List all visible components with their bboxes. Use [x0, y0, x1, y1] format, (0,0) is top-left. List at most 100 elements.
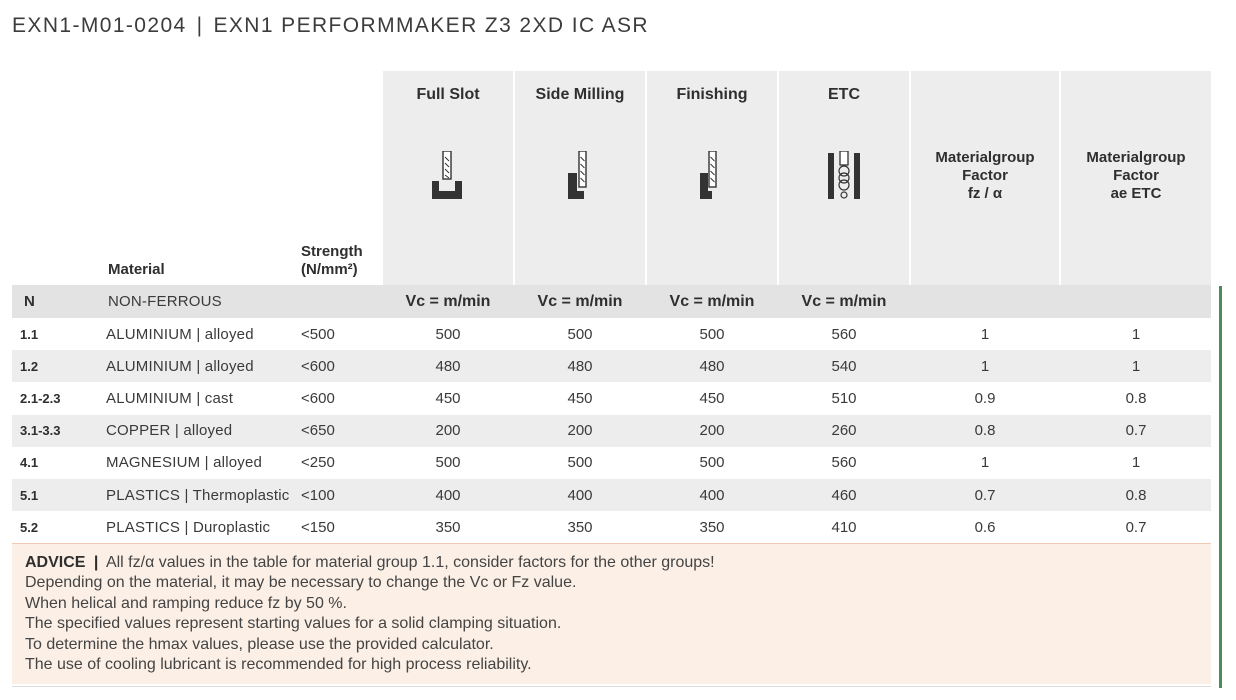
full-slot-milling-icon: [430, 150, 466, 206]
vc-unit-finishing: Vc = m/min: [669, 292, 755, 310]
row-vc-finishing: 350: [699, 518, 725, 536]
table-row: 4.1 MAGNESIUM | alloyed <250 500 500 500 560 1 1: [12, 447, 1211, 479]
group-code: N: [24, 293, 35, 310]
row-factor-fz: 1: [980, 454, 990, 472]
row-vc-side-milling: 480: [567, 357, 593, 375]
row-factor-fz: 0.7: [974, 486, 996, 504]
advice-line: Depending on the material, it may be nec…: [25, 574, 577, 592]
strength-header: Strength (N/mm²): [301, 243, 363, 279]
factor-ae-label: Materialgroup Factor ae ETC: [1061, 149, 1211, 203]
row-vc-finishing: 200: [699, 422, 725, 440]
factor-ae-line3: ae ETC: [1110, 185, 1162, 202]
row-factor-ae: 0.7: [1125, 422, 1147, 440]
advice-separator: |: [93, 554, 99, 571]
row-vc-finishing: 450: [699, 389, 725, 407]
factor-fz-line3: fz / α: [967, 185, 1003, 202]
row-factor-ae: 1: [1131, 454, 1141, 472]
title-separator: |: [196, 14, 204, 37]
row-material: PLASTICS | Duroplastic: [106, 518, 271, 536]
row-code: 1.2: [20, 358, 39, 374]
table-row: 5.1 PLASTICS | Thermoplastic <100 400 400 400…: [12, 479, 1211, 511]
finishing-icon: [694, 150, 730, 206]
side-milling-icon: [562, 150, 598, 206]
row-vc-finishing: 480: [699, 357, 725, 375]
row-strength: <150: [301, 518, 335, 536]
table-row: 3.1-3.3 COPPER | alloyed <650 200 200 200 260 0…: [12, 414, 1211, 447]
row-vc-full-slot: 480: [435, 357, 461, 375]
advice-first-line: ADVICE | All fz/α values in the table fo…: [25, 553, 715, 573]
vc-unit-etc: Vc = m/min: [801, 292, 887, 310]
header-factor-fz: Materialgroup Factor fz / α: [911, 71, 1059, 285]
row-material: ALUMINIUM | cast: [106, 389, 234, 407]
advice-line: The specified values represent starting …: [25, 615, 562, 633]
group-row: N NON-FERROUS Vc = m/min Vc = m/min Vc =…: [12, 285, 1211, 318]
row-factor-fz: 0.8: [974, 422, 996, 440]
row-material: COPPER | alloyed: [106, 422, 233, 440]
row-code: 1.1: [20, 326, 39, 342]
row-vc-side-milling: 200: [567, 422, 593, 440]
advice-label: ADVICE: [25, 554, 86, 571]
factor-ae-line1: Materialgroup: [1086, 149, 1186, 166]
row-strength: <650: [301, 422, 335, 440]
advice-line: The use of cooling lubricant is recommen…: [25, 656, 532, 674]
row-vc-etc: 260: [831, 422, 857, 440]
table-row: 2.1-2.3 ALUMINIUM | cast <600 450 450 450 510 0…: [12, 382, 1211, 414]
row-vc-side-milling: 500: [567, 325, 593, 343]
row-vc-full-slot: 500: [435, 325, 461, 343]
strength-header-line1: Strength: [301, 243, 363, 260]
finishing-label: Finishing: [676, 86, 748, 103]
side-milling-label: Side Milling: [535, 86, 625, 103]
row-material: ALUMINIUM | alloyed: [106, 357, 254, 375]
header-finishing: Finishing: [647, 71, 777, 285]
row-material: MAGNESIUM | alloyed: [106, 454, 263, 472]
row-vc-finishing: 400: [699, 486, 725, 504]
factor-fz-line2: Factor: [962, 167, 1008, 184]
header-side-milling: Side Milling: [515, 71, 645, 285]
etc-trochoidal-icon: [826, 150, 862, 206]
row-vc-etc: 560: [831, 454, 857, 472]
row-vc-full-slot: 350: [435, 518, 461, 536]
advice-box: ADVICE | All fz/α values in the table fo…: [12, 543, 1211, 684]
row-vc-full-slot: 500: [435, 454, 461, 472]
row-factor-ae: 1: [1131, 357, 1141, 375]
row-code: 5.1: [20, 487, 39, 503]
row-vc-finishing: 500: [699, 454, 725, 472]
row-code: 3.1-3.3: [20, 423, 61, 439]
row-factor-fz: 0.9: [974, 389, 996, 407]
row-material: ALUMINIUM | alloyed: [106, 325, 254, 343]
row-vc-full-slot: 400: [435, 486, 461, 504]
factor-fz-line1: Materialgroup: [935, 149, 1035, 166]
row-factor-ae: 1: [1131, 325, 1141, 343]
full-slot-label: Full Slot: [416, 86, 480, 103]
row-factor-ae: 0.8: [1125, 389, 1147, 407]
advice-line: To determine the hmax values, please use…: [25, 635, 494, 653]
row-strength: <600: [301, 389, 335, 407]
row-factor-fz: 1: [980, 325, 990, 343]
row-factor-ae: 0.7: [1125, 518, 1147, 536]
row-vc-etc: 560: [831, 325, 857, 343]
row-strength: <600: [301, 357, 335, 375]
row-factor-fz: 0.6: [974, 518, 996, 536]
row-vc-etc: 510: [831, 389, 857, 407]
row-strength: <250: [301, 454, 335, 472]
table-row: 1.2 ALUMINIUM | alloyed <600 480 480 480 540 1 1: [12, 350, 1211, 383]
vc-unit-side-milling: Vc = m/min: [537, 292, 623, 310]
page-title: EXN1-M01-0204 | EXN1 PERFORMMAKER Z3 2XD I…: [12, 14, 649, 38]
advice-line: When helical and ramping reduce fz by 50…: [25, 594, 347, 612]
row-vc-side-milling: 450: [567, 389, 593, 407]
row-material: PLASTICS | Thermoplastic: [106, 486, 290, 504]
header-etc: ETC: [779, 71, 909, 285]
etc-label: ETC: [828, 86, 860, 103]
row-strength: <500: [301, 325, 335, 343]
table-row: 5.2 PLASTICS | Duroplastic <150 350 350 350 41…: [12, 511, 1211, 543]
vc-unit-full-slot: Vc = m/min: [405, 292, 491, 310]
row-code: 4.1: [20, 455, 39, 471]
product-name: EXN1 PERFORMMAKER Z3 2XD IC ASR: [213, 14, 649, 37]
row-vc-full-slot: 450: [435, 389, 461, 407]
table-row: 1.1 ALUMINIUM | alloyed <500 500 500 500 560 1 1: [12, 318, 1211, 350]
factor-fz-label: Materialgroup Factor fz / α: [911, 149, 1059, 203]
row-vc-side-milling: 350: [567, 518, 593, 536]
row-code: 2.1-2.3: [20, 390, 61, 406]
row-vc-full-slot: 200: [435, 422, 461, 440]
accent-bar: [1219, 286, 1222, 688]
